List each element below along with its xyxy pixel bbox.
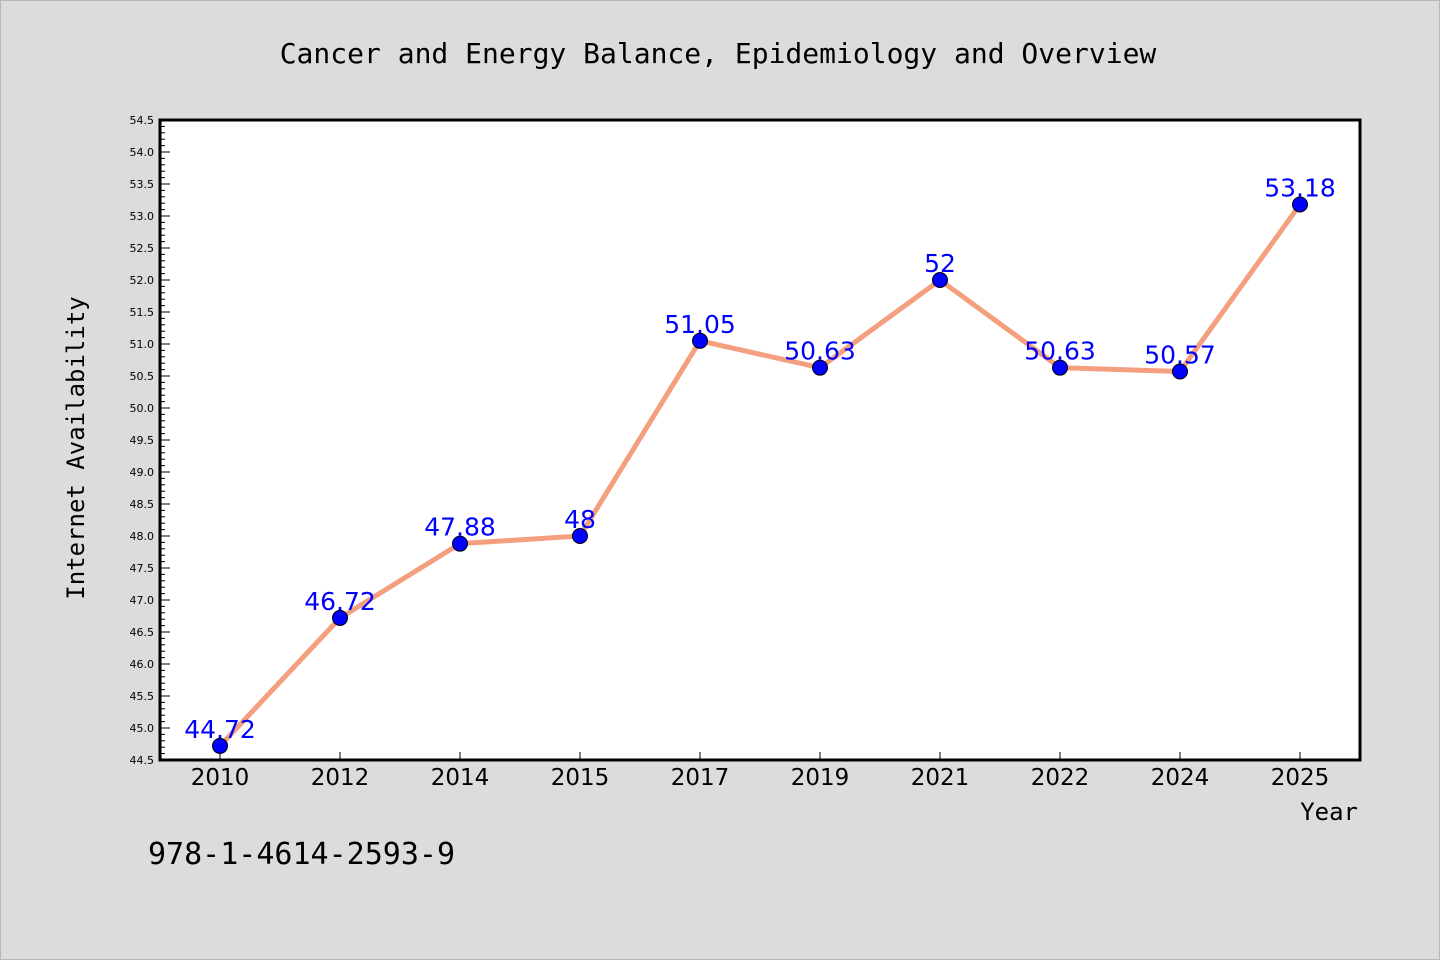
y-tick-label: 53.5 xyxy=(130,178,155,191)
data-labels: 44.72 46.72 47.88 48 51.05 50.63 52 50.63 50.57 5… xyxy=(184,173,1336,743)
x-tick-label: 2012 xyxy=(311,765,370,791)
y-tick-label: 46.5 xyxy=(130,626,155,639)
x-tick-label: 2024 xyxy=(1151,765,1210,791)
data-label: 52 xyxy=(924,249,956,278)
y-tick-label: 49.5 xyxy=(130,434,155,447)
x-tick-label: 2022 xyxy=(1031,765,1090,791)
y-tick-label: 49.0 xyxy=(130,466,155,479)
data-point xyxy=(932,272,948,288)
x-tick-label: 2025 xyxy=(1271,765,1330,791)
x-tick-label: 2015 xyxy=(551,765,610,791)
data-label: 53.18 xyxy=(1264,173,1336,202)
y-tick-label: 53.0 xyxy=(130,210,155,223)
x-axis-label: Year xyxy=(1300,798,1358,826)
y-tick-label: 47.0 xyxy=(130,594,155,607)
data-point xyxy=(812,359,828,376)
y-tick-label: 52.5 xyxy=(130,242,155,255)
data-point xyxy=(572,528,588,544)
plot-area xyxy=(158,118,1362,762)
y-tick-label: 50.5 xyxy=(130,370,155,383)
data-point xyxy=(212,737,228,754)
x-tick-label: 2017 xyxy=(671,765,730,791)
data-point xyxy=(452,535,468,552)
y-tick-label: 51.0 xyxy=(130,338,155,351)
x-tick-label: 2010 xyxy=(191,765,250,791)
y-tick-label: 48.5 xyxy=(130,498,155,511)
y-tick-label: 45.5 xyxy=(130,690,155,703)
y-tick-label: 44.5 xyxy=(130,754,155,767)
data-label: 44.72 xyxy=(184,715,256,744)
data-label: 47.88 xyxy=(424,513,496,542)
y-tick-label: 45.0 xyxy=(130,722,155,735)
x-tick-label: 2021 xyxy=(911,765,970,791)
y-tick-label: 48.0 xyxy=(130,530,155,543)
y-axis-label: Internet Availability xyxy=(62,296,90,599)
y-tick-label: 54.5 xyxy=(130,114,155,127)
data-label: 50.57 xyxy=(1144,341,1216,370)
series-markers xyxy=(212,196,1308,754)
data-point xyxy=(1052,359,1068,376)
data-label: 46.72 xyxy=(304,587,376,616)
y-tick-label: 46.0 xyxy=(130,658,155,671)
data-point xyxy=(1292,196,1308,213)
data-point xyxy=(1172,363,1188,380)
y-tick-label: 54.0 xyxy=(130,146,155,159)
data-label: 50.63 xyxy=(1024,337,1096,366)
data-point xyxy=(692,332,708,349)
y-axis: 44.5 45.0 45.5 46.0 46.5 47.0 47.5 48.0 48.5 49.0… xyxy=(130,114,170,767)
data-label: 51.05 xyxy=(664,310,736,339)
chart-title: Cancer and Energy Balance, Epidemiology … xyxy=(280,37,1157,70)
y-tick-label: 52.0 xyxy=(130,274,155,287)
data-label: 48 xyxy=(564,505,596,534)
data-point xyxy=(332,609,348,626)
isbn-text: 978-1-4614-2593-9 xyxy=(148,837,455,872)
series-line xyxy=(217,201,1303,749)
y-tick-label: 47.5 xyxy=(130,562,155,575)
y-tick-label: 51.5 xyxy=(130,306,155,319)
x-tick-label: 2019 xyxy=(791,765,850,791)
x-tick-label: 2014 xyxy=(431,765,490,791)
data-label: 50.63 xyxy=(784,337,856,366)
y-tick-label: 50.0 xyxy=(130,402,155,415)
x-axis: 2010 2012 2014 2015 2017 2019 2021 2022 2024 2025 xyxy=(191,752,1330,791)
